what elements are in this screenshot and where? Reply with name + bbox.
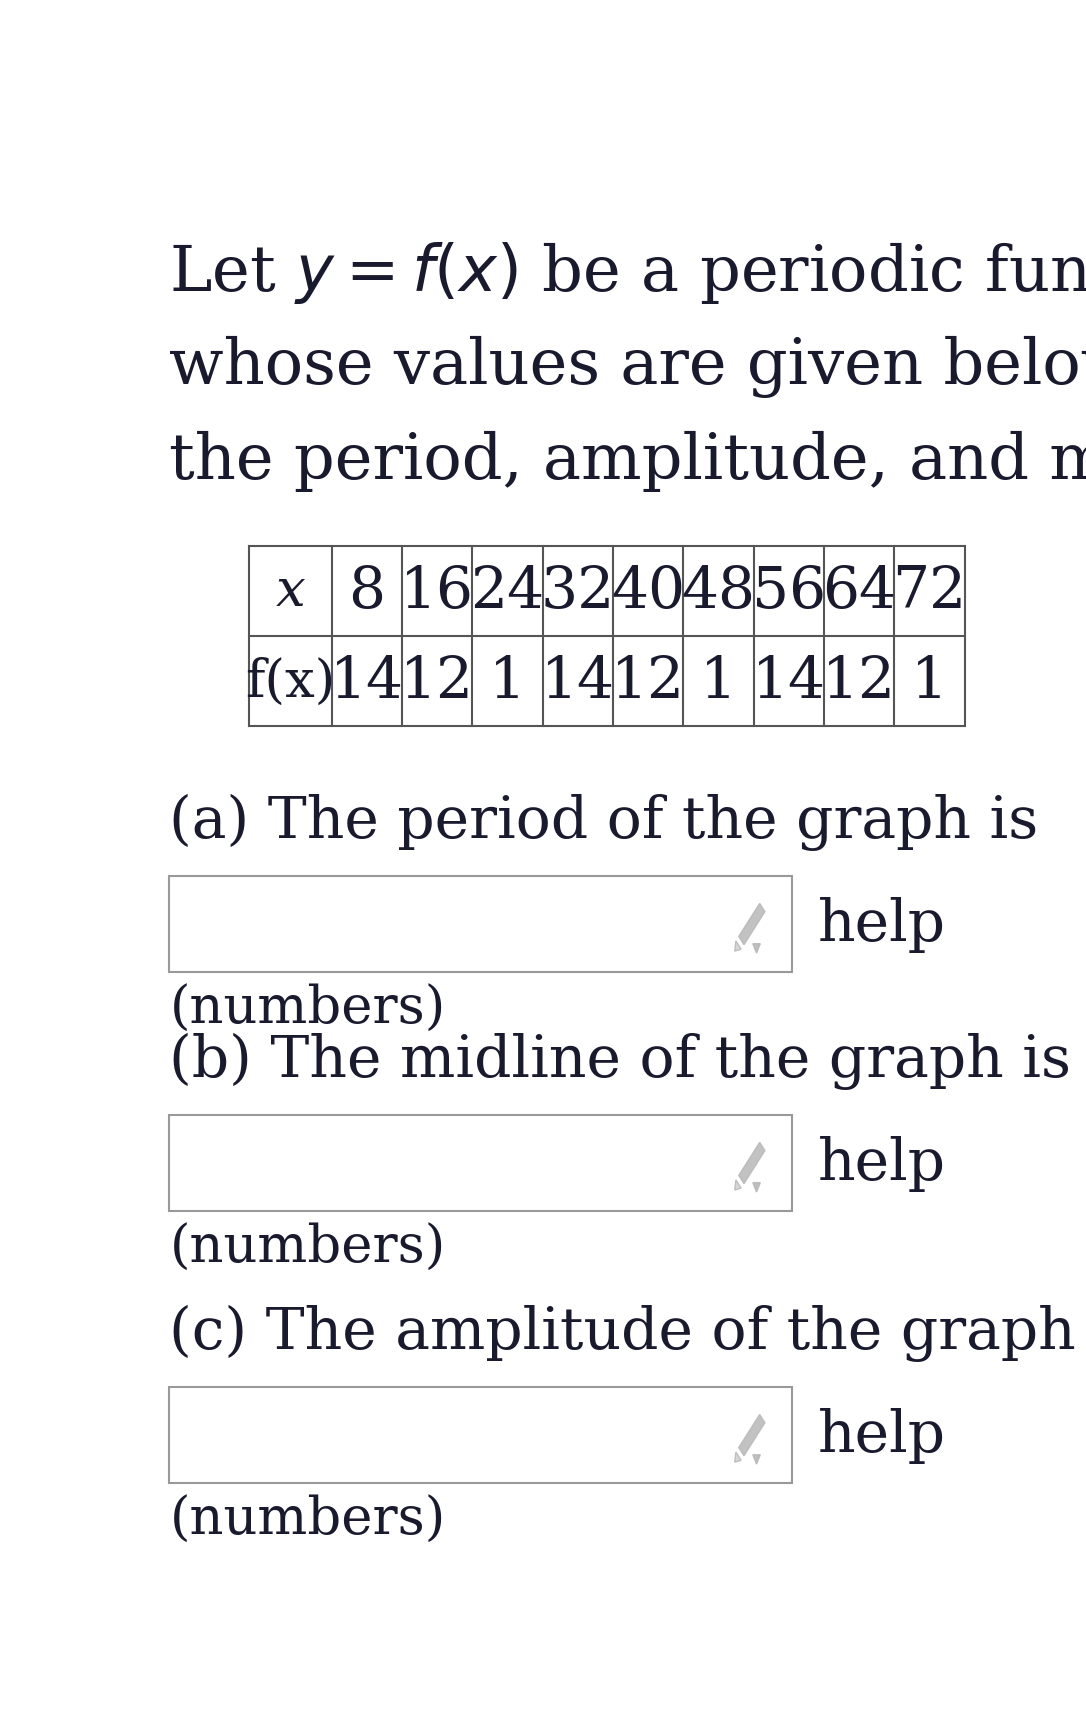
- Text: x: x: [276, 567, 305, 617]
- Text: 56: 56: [752, 563, 826, 620]
- Text: (numbers): (numbers): [169, 1222, 445, 1273]
- Text: 1: 1: [700, 653, 737, 710]
- Polygon shape: [738, 1415, 765, 1456]
- Text: help: help: [818, 1135, 946, 1191]
- Text: 14: 14: [330, 653, 404, 710]
- Text: (a) The period of the graph is: (a) The period of the graph is: [169, 793, 1038, 851]
- Text: f(x): f(x): [245, 656, 336, 706]
- Text: help: help: [818, 896, 946, 953]
- Text: (numbers): (numbers): [169, 982, 445, 1034]
- Text: 8: 8: [349, 563, 386, 620]
- Text: 32: 32: [541, 563, 615, 620]
- Polygon shape: [753, 944, 760, 953]
- Text: 72: 72: [893, 563, 967, 620]
- Text: Let $y = f(x)$ be a periodic function: Let $y = f(x)$ be a periodic function: [169, 239, 1086, 307]
- Polygon shape: [753, 1184, 760, 1192]
- Polygon shape: [735, 1452, 741, 1463]
- Text: (numbers): (numbers): [169, 1494, 445, 1544]
- Text: 14: 14: [752, 653, 826, 710]
- Text: 16: 16: [400, 563, 475, 620]
- Text: help: help: [818, 1408, 946, 1463]
- Polygon shape: [738, 1142, 765, 1184]
- Text: (b) The midline of the graph is: (b) The midline of the graph is: [169, 1032, 1072, 1089]
- Text: 24: 24: [470, 563, 544, 620]
- Bar: [169, 1387, 793, 1484]
- Polygon shape: [753, 1454, 760, 1465]
- Text: the period, amplitude, and midline.: the period, amplitude, and midline.: [169, 431, 1086, 493]
- Text: 48: 48: [682, 563, 756, 620]
- Text: whose values are given below. Find: whose values are given below. Find: [169, 336, 1086, 398]
- Text: 1: 1: [911, 653, 948, 710]
- Text: 12: 12: [822, 653, 896, 710]
- Polygon shape: [735, 941, 741, 951]
- Text: (c) The amplitude of the graph is: (c) The amplitude of the graph is: [169, 1304, 1086, 1361]
- Text: 12: 12: [400, 653, 475, 710]
- Text: 64: 64: [822, 563, 896, 620]
- Bar: [169, 1115, 793, 1211]
- Polygon shape: [738, 905, 765, 946]
- Text: 14: 14: [541, 653, 615, 710]
- Polygon shape: [735, 1180, 741, 1191]
- Text: 1: 1: [489, 653, 526, 710]
- Text: 12: 12: [611, 653, 685, 710]
- Bar: [169, 877, 793, 972]
- Text: 40: 40: [611, 563, 685, 620]
